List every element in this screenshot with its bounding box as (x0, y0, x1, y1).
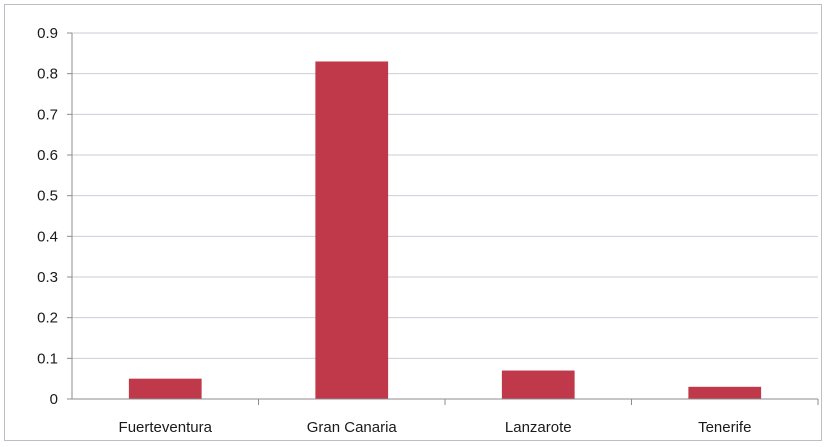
axes (67, 32, 819, 405)
y-tick-label: 0 (50, 391, 58, 408)
y-tick-label: 0.6 (37, 147, 58, 164)
bar-gran-canaria (315, 61, 389, 399)
y-tick-label: 0.3 (37, 269, 58, 286)
bars (128, 61, 762, 399)
x-tick-label: Fuerteventura (119, 419, 213, 436)
y-tick-label: 0.4 (37, 228, 58, 245)
y-tick-label: 0.2 (37, 310, 58, 327)
chart-frame (4, 4, 822, 441)
y-tick-label: 0.1 (37, 350, 58, 367)
x-tick-labels: Fuerteventura Gran Canaria Lanzarote Teneri… (119, 419, 752, 436)
y-tick-label: 0.9 (37, 25, 58, 42)
bar-fuerteventura (128, 378, 202, 399)
y-tick-label: 0.5 (37, 188, 58, 205)
y-tick-label: 0.8 (37, 66, 58, 83)
y-tick-labels: 0 0.1 0.2 0.3 0.4 0.5 0.6 0.7 0.8 0.9 (37, 25, 58, 408)
x-tick-label: Lanzarote (505, 419, 572, 436)
bar-lanzarote (501, 370, 575, 399)
gridlines (72, 32, 818, 359)
x-tick-label: Tenerife (698, 419, 751, 436)
y-tick-label: 0.7 (37, 106, 58, 123)
bar-tenerife (688, 386, 762, 399)
x-tick-label: Gran Canaria (307, 419, 398, 436)
